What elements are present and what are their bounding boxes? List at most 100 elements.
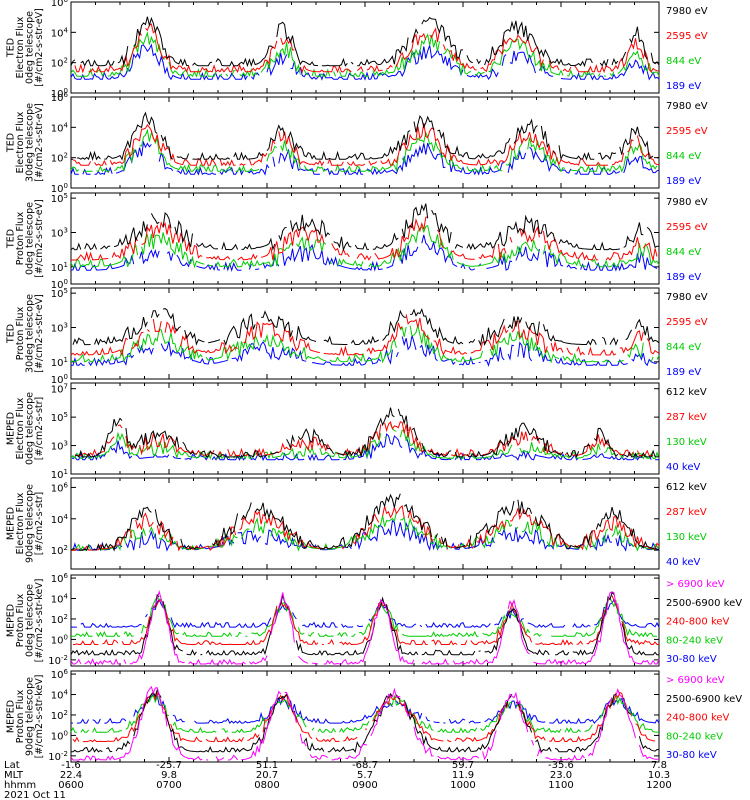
- legend-entry: 2595 eV: [666, 222, 708, 233]
- legend-entry: 287 keV: [666, 507, 707, 518]
- y-tick-label: 105: [51, 411, 68, 424]
- x-tick-hhmm: 1200: [646, 780, 671, 791]
- legend-entry: 844 eV: [666, 151, 701, 162]
- y-tick-label: 10-2: [48, 654, 68, 667]
- date-label: 2021 Oct 11: [4, 790, 66, 800]
- x-row-label: MLT: [4, 770, 24, 781]
- legend-entry: 2595 eV: [666, 31, 708, 42]
- y-axis-label: [#/cm2-s-str]: [34, 492, 45, 555]
- x-tick-lat: 59.7: [452, 760, 474, 771]
- x-tick-hhmm: 0600: [58, 780, 83, 791]
- y-axis-label: TED: [6, 38, 17, 58]
- legend-entry: 189 eV: [666, 81, 701, 92]
- legend-entry: 2595 eV: [666, 317, 708, 328]
- series-line: [70, 693, 660, 725]
- y-tick-label: 104: [51, 513, 69, 526]
- y-axis-label: Proton Flux: [15, 211, 26, 265]
- y-axis-label: [#/cm2-s-str-eV]: [34, 103, 45, 182]
- panel-frame: [70, 477, 660, 570]
- legend-entry: 2500-6900 keV: [666, 694, 742, 705]
- y-axis-label: 90deg telescope: [25, 677, 36, 756]
- y-axis-label: 90deg telescope: [25, 484, 36, 563]
- legend-entry: 844 eV: [666, 247, 701, 258]
- y-tick-label: 104: [51, 593, 69, 606]
- legend-entry: 189 eV: [666, 272, 701, 283]
- x-row-label: Lat: [4, 760, 20, 771]
- series-line: [70, 693, 660, 734]
- y-tick-label: 102: [51, 57, 68, 70]
- y-tick-label: 101: [51, 261, 68, 274]
- y-axis-label: 30deg telescope: [25, 103, 36, 182]
- legend-entry: 240-800 keV: [666, 713, 730, 724]
- x-tick-lat: -35.6: [548, 760, 574, 771]
- legend-entry: 240-800 keV: [666, 617, 730, 628]
- y-tick-label: 106: [51, 572, 69, 585]
- y-tick-label: 102: [51, 709, 68, 722]
- y-axis-label: 0deg telescope: [25, 11, 36, 84]
- legend-entry: > 6900 keV: [666, 579, 725, 590]
- x-tick-hhmm: 0800: [254, 780, 279, 791]
- series-line: [70, 31, 660, 78]
- series-line: [74, 407, 659, 459]
- y-axis-label: [#/cm2-s-str-eV]: [34, 294, 45, 373]
- x-tick-mlt: 9.8: [161, 770, 177, 781]
- series-line: [70, 43, 660, 81]
- y-tick-label: 100: [51, 633, 68, 646]
- series-line: [70, 203, 659, 252]
- legend-entry: 844 eV: [666, 56, 701, 67]
- legend-entry: 287 keV: [666, 412, 707, 423]
- y-axis-label: Electron Flux: [15, 16, 26, 78]
- x-tick-lat: -1.6: [61, 760, 81, 771]
- series-line: [72, 307, 660, 347]
- y-axis-label: Electron Flux: [15, 111, 26, 173]
- y-axis-label: Electron Flux: [15, 492, 26, 554]
- y-tick-label: 103: [51, 226, 68, 239]
- y-tick-label: 106: [51, 0, 69, 9]
- y-tick-label: 103: [51, 440, 68, 453]
- y-tick-label: 101: [51, 356, 68, 369]
- series-line: [70, 324, 660, 364]
- legend-entry: 844 eV: [666, 342, 701, 353]
- series-line: [70, 140, 660, 176]
- x-tick-mlt: 22.4: [60, 770, 82, 781]
- legend-entry: 30-80 keV: [666, 654, 717, 665]
- y-tick-label: 106: [51, 91, 69, 104]
- y-tick-label: 106: [51, 481, 69, 494]
- y-axis-label: TED: [6, 229, 17, 249]
- legend-entry: 80-240 keV: [666, 635, 723, 646]
- x-tick-lat: 7.8: [651, 760, 667, 771]
- legend-entry: > 6900 keV: [666, 675, 725, 686]
- legend-entry: 612 keV: [666, 482, 707, 493]
- y-axis-label: [#/cm2-s-str-eV]: [34, 8, 45, 87]
- legend-entry: 130 keV: [666, 437, 707, 448]
- y-tick-label: 102: [51, 152, 68, 165]
- y-axis-label: [#/cm2-s-str-keV]: [34, 675, 45, 759]
- y-axis-label: MEPED: [6, 604, 17, 637]
- series-line: [70, 685, 660, 762]
- y-tick-label: 104: [51, 26, 69, 39]
- x-tick-hhmm: 1100: [548, 780, 573, 791]
- series-line: [70, 16, 660, 68]
- legend-entry: 7980 eV: [666, 292, 708, 303]
- y-tick-label: 107: [51, 383, 68, 396]
- legend-entry: 189 eV: [666, 367, 701, 378]
- y-tick-label: 100: [51, 729, 68, 742]
- y-tick-label: 104: [51, 689, 69, 702]
- series-line: [71, 216, 658, 262]
- y-tick-label: 105: [51, 287, 68, 300]
- y-tick-label: 10-2: [48, 750, 68, 763]
- x-tick-mlt: 10.3: [648, 770, 670, 781]
- x-tick-hhmm: 1000: [450, 780, 475, 791]
- x-tick-mlt: 23.0: [550, 770, 572, 781]
- panel-frame: [70, 382, 660, 475]
- series-line: [71, 688, 660, 753]
- y-axis-label: 0deg telescope: [25, 202, 36, 275]
- y-axis-label: [#/cm2-s-str]: [34, 397, 45, 460]
- y-axis-label: [#/cm2-s-str-keV]: [34, 579, 45, 663]
- y-tick-label: 105: [51, 192, 68, 205]
- series-line: [70, 589, 660, 666]
- legend-entry: 40 keV: [666, 462, 700, 473]
- y-tick-label: 100: [51, 373, 68, 386]
